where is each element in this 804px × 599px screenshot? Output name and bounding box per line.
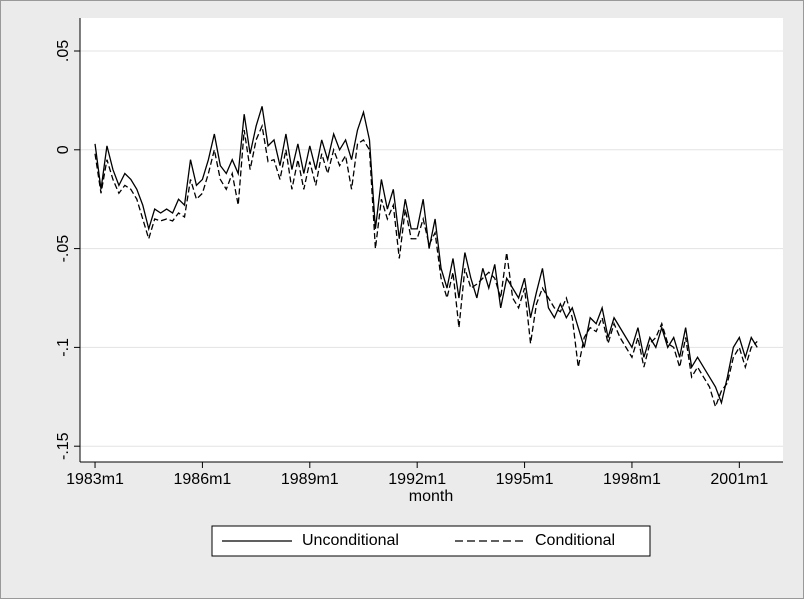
y-tick-label: .05: [55, 40, 72, 62]
y-tick-label: -.05: [55, 235, 72, 263]
x-tick-label: 1986m1: [174, 471, 232, 488]
y-tick-label: -.15: [55, 432, 72, 460]
x-tick-label: 1983m1: [66, 471, 124, 488]
y-tick-label: -.1: [55, 338, 72, 357]
legend-label: Conditional: [535, 532, 615, 549]
x-tick-label: 1992m1: [388, 471, 446, 488]
x-tick-label: 1989m1: [281, 471, 339, 488]
x-axis-title: month: [409, 488, 453, 505]
y-tick-label: 0: [55, 145, 72, 154]
series-line: [94, 123, 758, 409]
x-tick-label: 2001m1: [710, 471, 768, 488]
series-line: [94, 106, 758, 405]
x-tick-label: 1998m1: [603, 471, 661, 488]
legend-label: Unconditional: [302, 532, 399, 549]
x-tick-label: 1995m1: [496, 471, 554, 488]
